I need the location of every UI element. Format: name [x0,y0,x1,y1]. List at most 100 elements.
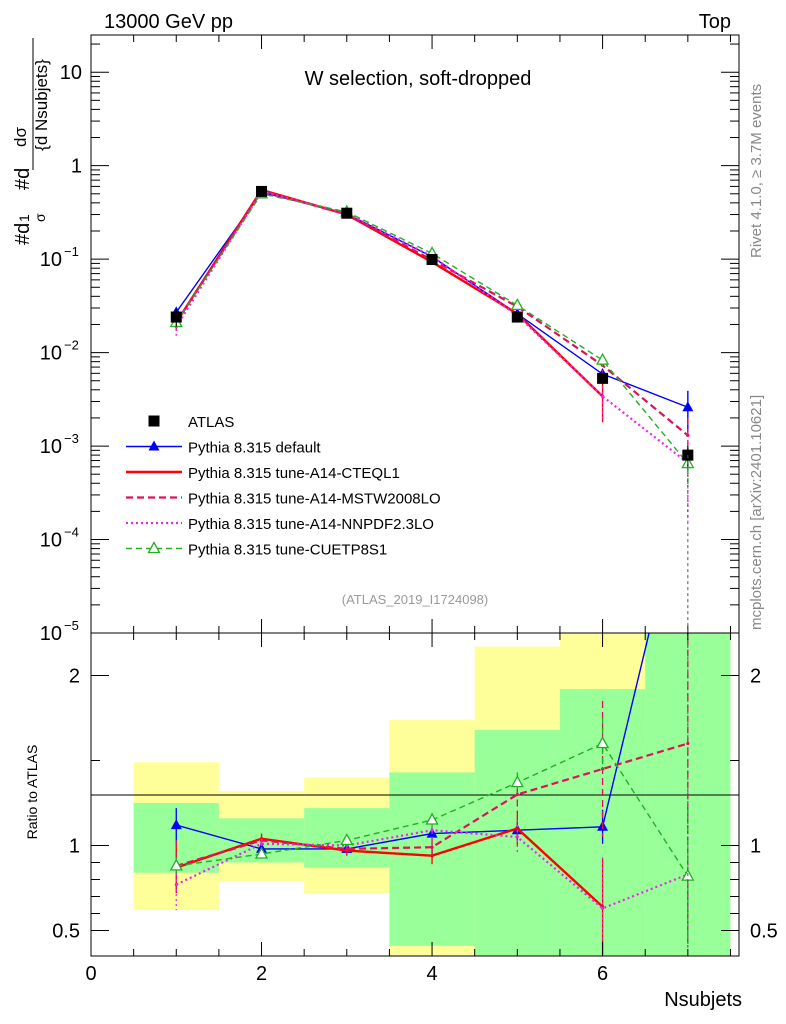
legend-label-mstw: Pythia 8.315 tune-A14-MSTW2008LO [188,491,441,508]
ratio-plot-ticks: 0.5 0.5 1 1 2 2 0 2 4 6 [52,633,778,985]
y-label-frac-num: 1 [16,214,32,222]
legend-marker-cuetp8s1 [147,541,161,554]
y-tick-exponent: −3 [64,431,79,446]
y-tick-label: 10 [40,530,62,552]
series-line-default [175,191,689,408]
rivet-version-label: Rivet 4.1.0, ≥ 3.7M events [748,84,765,258]
ratio-y-tick-label: 2 [69,666,80,688]
ratio-point-cteql1 [430,854,434,858]
y-tick-label: 10 [40,343,62,365]
ratio-point-nnpdf [174,883,178,887]
ratio-point-nnpdf [600,906,605,911]
series-line-mstw [175,189,689,437]
ratio-y-axis-label: Ratio to ATLAS [24,745,40,840]
ratio-point-default [170,819,182,830]
y-label-den: {d Nsubjets} [32,59,51,151]
inner-band-bin [474,729,560,956]
ratio-point-cuetp8s1 [169,858,183,871]
y-tick-exponent: −4 [64,525,79,540]
legend: ATLAS Pythia 8.315 default Pythia 8.315 tu… [126,414,441,559]
x-axis-label: Nsubjets [664,989,742,1011]
data-point-atlas [597,372,609,384]
data-point-mstw [686,433,690,438]
ratio-line-cteql1 [175,827,604,908]
y-tick-exponent: −1 [64,244,79,259]
ratio-plot-series [169,633,695,956]
ratio-y-tick-label-right: 0.5 [750,921,778,943]
y-tick-exponent: −5 [64,618,79,633]
analysis-tag: (ATLAS_2019_I1724098) [342,592,488,607]
data-point-atlas [511,311,523,323]
ratio-point-cuetp8s1 [510,775,524,788]
legend-item-cteql1: Pythia 8.315 tune-A14-CTEQL1 [126,465,400,482]
legend-label-default: Pythia 8.315 default [188,440,321,457]
data-point-atlas [256,185,268,197]
legend-item-default: Pythia 8.315 default [126,440,321,457]
series-line-cuetp8s1 [175,193,689,464]
legend-item-mstw: Pythia 8.315 tune-A14-MSTW2008LO [126,491,441,508]
data-point-atlas [170,311,182,323]
data-point-atlas [426,254,438,266]
data-point-atlas [341,207,353,219]
ratio-point-nnpdf [430,828,434,832]
ratio-point-nnpdf [515,835,519,839]
legend-label-cteql1: Pythia 8.315 tune-A14-CTEQL1 [188,465,400,482]
x-tick-label: 4 [426,963,437,985]
ratio-point-cteql1 [515,826,519,831]
ratio-point-mstw [430,845,434,849]
series-line-nnpdf [175,190,689,464]
legend-label-cuetp8s1: Pythia 8.315 tune-CUETP8S1 [188,542,387,559]
ratio-y-tick-label-right: 1 [750,836,761,858]
series-mstw [174,189,690,467]
header-energy-label: 13000 GeV pp [104,11,233,33]
ratio-y-tick-label: 0.5 [52,921,80,943]
main-plot-series [169,185,695,633]
ratio-plot-panel: 0.5 0.5 1 1 2 2 0 2 4 6 [52,632,778,985]
series-cteql1 [174,188,605,423]
ratio-y-tick-label: 1 [69,836,80,858]
series-atlas [170,185,694,467]
data-point-cuetp8s1 [595,352,610,365]
mcplots-label: mcplots.cern.ch [arXiv:2401.10621] [748,395,765,630]
ratio-point-mstw [515,792,519,797]
y-label-prefix: #d [12,223,34,245]
y-tick-label: 10 [40,249,62,271]
plot-title: W selection, soft-dropped [305,68,532,90]
legend-label-atlas: ATLAS [188,414,234,431]
ratio-point-nnpdf [259,842,264,846]
ratio-point-cuetp8s1 [425,812,439,825]
y-tick-label: 1 [71,156,82,178]
ratio-y-tick-label-right: 2 [750,666,761,688]
data-point-cuetp8s1 [510,298,524,311]
ratio-point-cuetp8s1 [254,846,269,859]
y-tick-label: 10 [60,62,82,84]
series-line-cteql1 [175,188,604,398]
x-tick-label: 2 [256,963,267,985]
ratio-plot-frame [90,632,740,957]
y-label-frac-den: σ [32,213,48,222]
data-point-nnpdf [600,394,605,398]
ratio-point-mstw [345,847,349,851]
y-tick-label: 10 [40,623,62,645]
legend-item-atlas: ATLAS [148,414,234,431]
legend-marker-default [148,440,160,451]
x-tick-label: 6 [597,963,608,985]
ratio-series-cuetp8s1 [169,718,695,945]
legend-item-nnpdf: Pythia 8.315 tune-A14-NNPDF2.3LO [126,516,434,533]
y-tick-label: 10 [40,436,62,458]
legend-item-cuetp8s1: Pythia 8.315 tune-CUETP8S1 [126,541,387,559]
main-y-axis-label: #d 1 σ #d dσ {d Nsubjets} [11,38,51,245]
x-tick-label: 0 [85,963,96,985]
y-label-num: dσ [11,127,30,147]
series-default [170,186,694,433]
legend-label-nnpdf: Pythia 8.315 tune-A14-NNPDF2.3LO [188,516,434,533]
data-point-default [682,401,694,412]
y-tick-exponent: −2 [64,338,79,353]
y-label-hash-d: #d [12,168,34,190]
ratio-point-cuetp8s1 [340,833,354,846]
header-process-label: Top [699,11,731,33]
legend-marker-atlas [148,415,160,427]
